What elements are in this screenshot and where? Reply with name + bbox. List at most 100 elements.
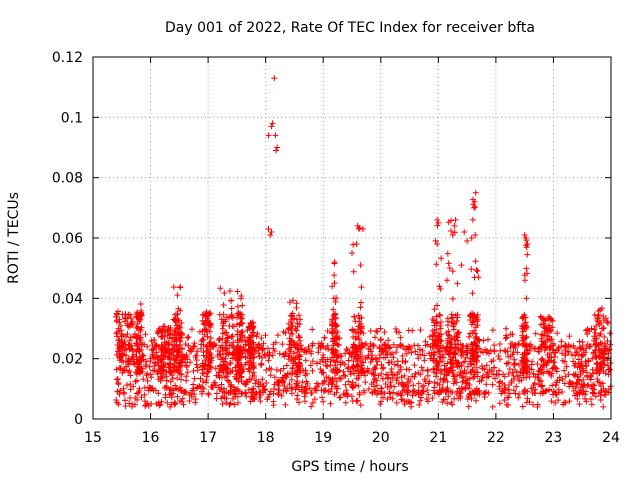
- data-point: [480, 373, 487, 380]
- data-point: [433, 326, 440, 333]
- data-point: [220, 311, 227, 318]
- data-point: [589, 355, 596, 362]
- data-point: [426, 378, 433, 385]
- data-point: [178, 320, 185, 327]
- data-point: [371, 371, 378, 378]
- data-point: [127, 381, 134, 388]
- data-point: [341, 372, 348, 379]
- data-point: [113, 397, 120, 404]
- data-point: [357, 329, 364, 336]
- data-point: [449, 295, 456, 302]
- data-point: [591, 326, 598, 333]
- data-point: [166, 335, 173, 342]
- data-point: [166, 364, 173, 371]
- data-point: [601, 351, 608, 358]
- data-point: [436, 348, 443, 355]
- data-point: [123, 382, 130, 389]
- data-point: [563, 342, 570, 349]
- data-point: [472, 258, 479, 265]
- data-point: [362, 340, 369, 347]
- data-point: [448, 399, 455, 406]
- data-point: [418, 364, 425, 371]
- data-point: [550, 346, 557, 353]
- data-point: [421, 376, 428, 383]
- data-point: [340, 390, 347, 397]
- data-point: [377, 336, 384, 343]
- data-point: [115, 401, 122, 408]
- data-point: [469, 216, 476, 223]
- data-point: [512, 360, 519, 367]
- data-point: [280, 365, 287, 372]
- data-point: [430, 365, 437, 372]
- data-point: [482, 346, 489, 353]
- data-point: [510, 372, 517, 379]
- data-point: [543, 368, 550, 375]
- data-point: [164, 399, 171, 406]
- data-point: [318, 369, 325, 376]
- data-point: [228, 333, 235, 340]
- data-point: [123, 333, 130, 340]
- data-point: [570, 342, 577, 349]
- data-point: [434, 241, 441, 248]
- data-point: [424, 398, 431, 405]
- data-point: [415, 369, 422, 376]
- data-point: [230, 339, 237, 346]
- data-point: [203, 308, 210, 315]
- data-point: [408, 349, 415, 356]
- data-point: [170, 284, 177, 291]
- data-point: [150, 387, 157, 394]
- data-point: [437, 389, 444, 396]
- data-point: [333, 352, 340, 359]
- data-point: [451, 222, 458, 229]
- data-point: [356, 391, 363, 398]
- data-point: [511, 356, 518, 363]
- data-point: [448, 335, 455, 342]
- data-point: [446, 340, 453, 347]
- data-point: [260, 340, 267, 347]
- data-point: [141, 391, 148, 398]
- data-point: [235, 399, 242, 406]
- data-point: [519, 403, 526, 410]
- data-point: [524, 395, 531, 402]
- data-point: [203, 373, 210, 380]
- data-point: [444, 378, 451, 385]
- data-point: [163, 384, 170, 391]
- data-point: [439, 351, 446, 358]
- data-point: [219, 320, 226, 327]
- data-point: [448, 311, 455, 318]
- data-point: [202, 357, 209, 364]
- data-point: [223, 345, 230, 352]
- data-point: [296, 353, 303, 360]
- data-point: [354, 222, 361, 229]
- data-point: [446, 332, 453, 339]
- data-point: [534, 403, 541, 410]
- data-point: [354, 363, 361, 370]
- data-point: [573, 379, 580, 386]
- data-point: [485, 336, 491, 343]
- data-point: [329, 378, 336, 385]
- data-point: [206, 363, 213, 370]
- data-point: [340, 368, 347, 375]
- data-point: [371, 334, 378, 341]
- data-point: [239, 350, 246, 357]
- data-point: [601, 391, 608, 398]
- data-point: [203, 343, 210, 350]
- data-point: [523, 399, 530, 406]
- data-point: [531, 345, 538, 352]
- data-point: [420, 382, 427, 389]
- data-point: [220, 361, 227, 368]
- data-point: [217, 351, 224, 358]
- data-point: [311, 396, 318, 403]
- data-point: [257, 391, 264, 398]
- data-point: [376, 351, 383, 358]
- data-point: [140, 376, 147, 383]
- data-point: [429, 395, 436, 402]
- data-point: [474, 268, 481, 275]
- data-point: [431, 349, 438, 356]
- data-point: [291, 315, 298, 322]
- data-point: [268, 123, 275, 130]
- data-point: [235, 343, 242, 350]
- data-point: [329, 321, 336, 328]
- data-point: [277, 367, 284, 374]
- data-point: [523, 324, 530, 331]
